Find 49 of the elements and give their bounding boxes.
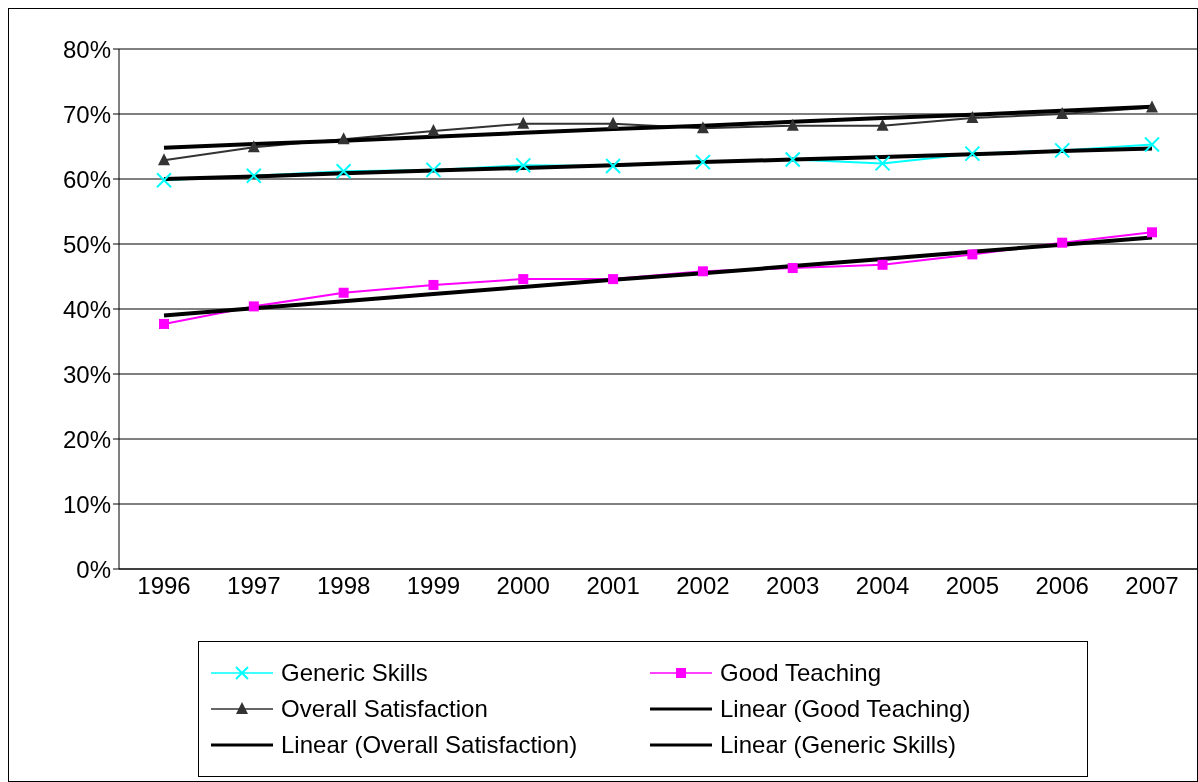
point	[967, 249, 978, 260]
y-tick-label: 60%	[62, 165, 111, 193]
y-tick-label: 10%	[62, 490, 111, 518]
x-tick-label: 2003	[766, 572, 820, 600]
point	[1147, 227, 1157, 238]
legend-label: Good Teaching	[720, 659, 882, 687]
y-tick-label: 40%	[62, 295, 111, 323]
point	[518, 274, 529, 285]
point	[1146, 100, 1158, 113]
y-tick-label: 80%	[62, 35, 111, 63]
x-tick-label: 2007	[1125, 572, 1179, 600]
x-tick-label: 1999	[406, 572, 461, 600]
x-tick-label: 2002	[676, 572, 730, 600]
x-tick-label: 1997	[227, 572, 281, 600]
x-tick-label: 2004	[855, 572, 910, 600]
x-tick-label: 1998	[316, 572, 371, 600]
point	[696, 121, 709, 134]
legend-label: Linear (Good Teaching)	[720, 695, 971, 723]
point	[877, 259, 888, 270]
point	[876, 118, 889, 131]
legend-label: Generic Skills	[281, 659, 428, 687]
x-tick-label: 2001	[586, 572, 640, 600]
point	[787, 263, 798, 274]
point	[517, 116, 530, 129]
point	[248, 301, 259, 312]
y-tick-label: 50%	[62, 230, 111, 258]
point	[338, 287, 349, 298]
x-tick-label: 2005	[945, 572, 1000, 600]
legend-label: Linear (Overall Satisfaction)	[281, 731, 578, 759]
point	[697, 266, 708, 277]
point	[159, 318, 169, 329]
point	[786, 118, 799, 131]
point	[337, 132, 350, 145]
x-tick-label: 1996	[137, 572, 191, 600]
point	[607, 116, 620, 129]
y-tick-label: 30%	[62, 360, 111, 388]
point	[1056, 107, 1069, 119]
x-tick-label: 2000	[496, 572, 550, 600]
legend-label: Overall Satisfaction	[281, 695, 488, 723]
point	[608, 274, 619, 285]
x-tick-label: 2006	[1035, 572, 1089, 600]
y-tick-label: 0%	[76, 555, 111, 583]
point	[1057, 237, 1068, 248]
point	[427, 123, 440, 136]
point	[966, 110, 979, 123]
legend-label: Linear (Generic Skills)	[720, 731, 957, 759]
y-tick-label: 20%	[62, 425, 111, 453]
y-tick-label: 70%	[62, 100, 111, 128]
point	[428, 279, 439, 290]
